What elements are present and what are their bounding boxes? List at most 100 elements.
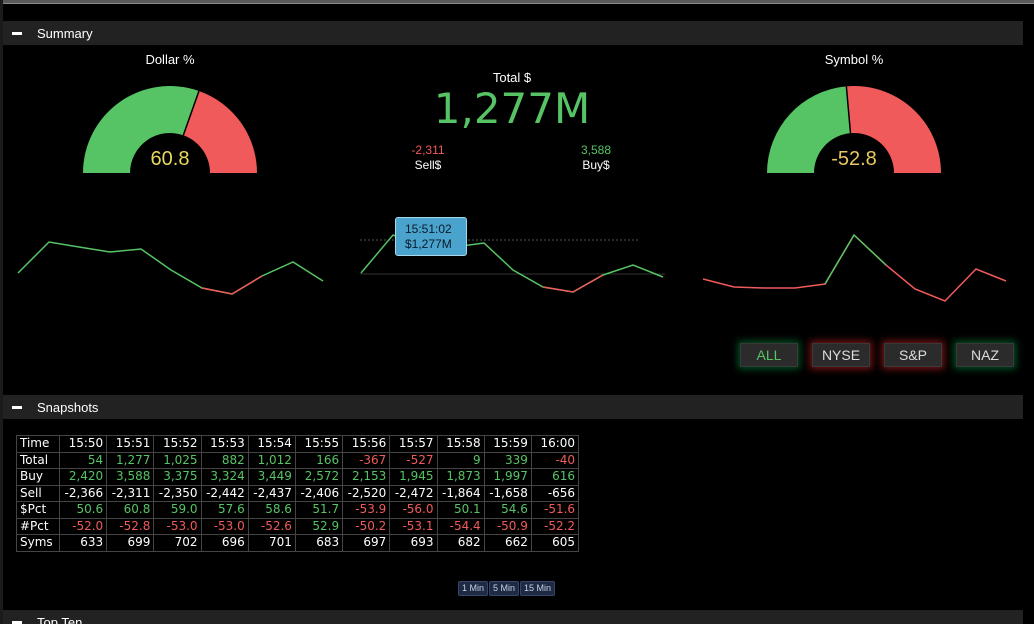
table-cell: 1,997 bbox=[483, 468, 532, 486]
table-cell: 633 bbox=[58, 534, 108, 552]
window-top-strip bbox=[0, 0, 1034, 4]
row-label: Time bbox=[16, 435, 60, 453]
filter-all-button[interactable]: ALL bbox=[740, 343, 798, 367]
interval-5min-button[interactable]: 5 Min bbox=[489, 581, 520, 596]
table-cell: -2,442 bbox=[200, 484, 249, 502]
table-cell: -656 bbox=[530, 484, 580, 502]
table-cell: 339 bbox=[483, 451, 532, 469]
table-cell: -52.6 bbox=[247, 517, 296, 535]
table-cell: 50.1 bbox=[436, 501, 485, 519]
table-cell: 2,153 bbox=[342, 468, 391, 486]
table-cell: 616 bbox=[530, 468, 580, 486]
table-cell: 60.8 bbox=[106, 501, 155, 519]
time-header-cell: 15:51 bbox=[106, 435, 155, 453]
table-cell: -2,520 bbox=[342, 484, 391, 502]
gauge-segment bbox=[767, 86, 851, 173]
table-cell: -52.2 bbox=[530, 517, 580, 535]
table-cell: -52.0 bbox=[58, 517, 108, 535]
table-cell: -2,366 bbox=[58, 484, 108, 502]
symbol-sparkline bbox=[702, 233, 1007, 302]
collapse-icon[interactable] bbox=[12, 31, 22, 35]
table-cell: -56.0 bbox=[389, 501, 438, 519]
interval-15min-button[interactable]: 15 Min bbox=[520, 581, 556, 596]
dollar-gauge-value: 60.8 bbox=[150, 148, 190, 170]
table-cell: -40 bbox=[530, 451, 580, 469]
table-cell: 699 bbox=[106, 534, 155, 552]
time-header-cell: 15:59 bbox=[483, 435, 532, 453]
table-cell: 697 bbox=[342, 534, 391, 552]
table-cell: 1,025 bbox=[153, 451, 202, 469]
table-cell: -50.2 bbox=[342, 517, 391, 535]
snapshots-header[interactable]: Snapshots bbox=[3, 395, 1023, 419]
row-label: Buy bbox=[16, 468, 60, 486]
table-cell: 3,588 bbox=[106, 468, 155, 486]
row-label: Sell bbox=[16, 484, 60, 502]
table-cell: 3,449 bbox=[247, 468, 296, 486]
table-cell: 58.6 bbox=[247, 501, 296, 519]
collapse-icon[interactable] bbox=[12, 620, 22, 624]
interval-selector: 1 Min 5 Min 15 Min bbox=[458, 581, 556, 596]
table-cell: -2,472 bbox=[389, 484, 438, 502]
filter-naz-button[interactable]: NAZ bbox=[956, 343, 1014, 367]
row-label: Syms bbox=[16, 534, 60, 552]
table-header-row: Time 15:50 15:51 15:52 15:53 15:54 15:55 15:56 1… bbox=[16, 435, 580, 453]
table-cell: 693 bbox=[389, 534, 438, 552]
table-cell: 57.6 bbox=[200, 501, 249, 519]
table-cell: -53.0 bbox=[153, 517, 202, 535]
dollar-sparkline bbox=[17, 241, 324, 295]
interval-1min-button[interactable]: 1 Min bbox=[458, 581, 489, 596]
table-cell: -2,311 bbox=[106, 484, 155, 502]
dollar-gauge-title: Dollar % bbox=[145, 52, 195, 67]
dollar-gauge bbox=[83, 86, 257, 173]
table-cell: 1,945 bbox=[389, 468, 438, 486]
total-label: Total $ bbox=[492, 70, 532, 85]
table-cell: 1,012 bbox=[247, 451, 296, 469]
filter-sp-button[interactable]: S&P bbox=[884, 343, 942, 367]
left-border bbox=[0, 0, 3, 624]
table-cell: 166 bbox=[294, 451, 344, 469]
collapse-icon[interactable] bbox=[12, 405, 22, 409]
table-cell: 2,572 bbox=[294, 468, 344, 486]
buy-label: Buy$ bbox=[582, 158, 610, 172]
filter-nyse-button[interactable]: NYSE bbox=[812, 343, 870, 367]
gauge-needle bbox=[845, 86, 852, 134]
table-cell: -2,350 bbox=[153, 484, 202, 502]
table-row: $Pct 50.6 60.8 59.0 57.6 58.6 51.7 -53.9 -56.0 50… bbox=[16, 501, 580, 519]
table-cell: 682 bbox=[436, 534, 485, 552]
table-cell: 3,324 bbox=[200, 468, 249, 486]
table-cell: -52.8 bbox=[106, 517, 155, 535]
table-cell: 702 bbox=[153, 534, 202, 552]
symbol-gauge bbox=[767, 86, 941, 173]
gauge-needle bbox=[182, 90, 200, 136]
total-value: 1,277M bbox=[433, 84, 591, 133]
top-ten-header[interactable]: Top Ten bbox=[3, 610, 1023, 624]
table-cell: -2,437 bbox=[247, 484, 296, 502]
table-cell: 696 bbox=[200, 534, 249, 552]
table-cell: -53.9 bbox=[342, 501, 391, 519]
table-cell: -54.4 bbox=[436, 517, 485, 535]
table-cell: -1,658 bbox=[483, 484, 532, 502]
time-header-cell: 15:52 bbox=[153, 435, 202, 453]
summary-header[interactable]: Summary bbox=[3, 21, 1023, 45]
tooltip-value: $1,277M bbox=[405, 237, 452, 251]
table-cell: -367 bbox=[342, 451, 391, 469]
table-cell: 683 bbox=[294, 534, 344, 552]
table-cell: 605 bbox=[530, 534, 580, 552]
symbol-gauge-title: Symbol % bbox=[824, 52, 884, 67]
table-cell: -527 bbox=[389, 451, 438, 469]
row-label: #Pct bbox=[16, 517, 60, 535]
time-header-cell: 15:55 bbox=[294, 435, 344, 453]
time-header-cell: 15:54 bbox=[247, 435, 296, 453]
time-header-cell: 15:58 bbox=[436, 435, 485, 453]
table-cell: 51.7 bbox=[294, 501, 344, 519]
table-cell: -51.6 bbox=[530, 501, 580, 519]
time-header-cell: 15:53 bbox=[200, 435, 249, 453]
tooltip-time: 15:51:02 bbox=[405, 222, 452, 236]
table-cell: 3,375 bbox=[153, 468, 202, 486]
table-cell: 9 bbox=[436, 451, 485, 469]
symbol-gauge-value: -52.8 bbox=[831, 148, 877, 170]
table-cell: 882 bbox=[200, 451, 249, 469]
table-cell: 1,277 bbox=[106, 451, 155, 469]
row-label: Total bbox=[16, 451, 60, 469]
table-row: Sell -2,366 -2,311 -2,350 -2,442 -2,437 -2,406… bbox=[16, 484, 580, 502]
